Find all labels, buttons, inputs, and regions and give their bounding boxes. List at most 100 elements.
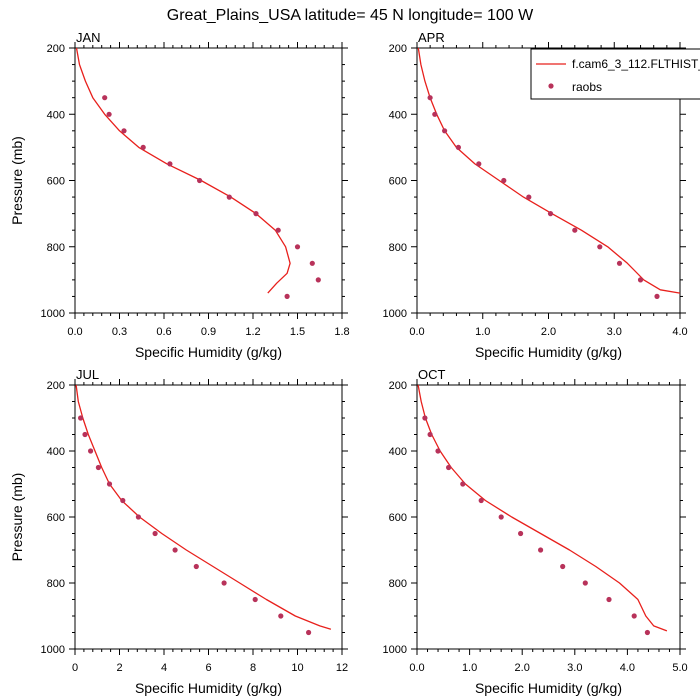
x-tick-label: 1.5 <box>290 326 305 338</box>
x-tick-label: 0.0 <box>67 326 82 338</box>
y-axis-label: Pressure (mb) <box>9 473 25 562</box>
panel-jul: JUL 0 2 4 6 8 10 12 200 400 600 800 1000 Specific Hum… <box>9 367 348 696</box>
y-tick-label: 800 <box>389 578 407 590</box>
x-tick-label: 6 <box>205 662 211 674</box>
x-axis-label: Specific Humidity (g/kg) <box>135 680 282 696</box>
raobs-point <box>631 613 637 619</box>
raobs-point <box>435 448 441 454</box>
legend: f.cam6_3_112.FLTHIST_v0a.ne30.dcs_host r… <box>530 48 700 100</box>
y-tick-label: 800 <box>47 242 65 254</box>
raobs-point <box>106 481 113 487</box>
panel-jan: JAN 0.0 0.3 0.6 0.9 1.2 1.5 1.8 200 400 600 800 1000… <box>9 30 350 360</box>
x-tick-label: 0.0 <box>409 326 424 338</box>
raobs-point <box>121 128 127 134</box>
x-axis-label: Specific Humidity (g/kg) <box>475 680 622 696</box>
raobs-point <box>560 563 566 570</box>
y-tick-label: 1000 <box>383 308 407 320</box>
raobs-point <box>275 227 281 233</box>
raobs-point <box>455 144 461 150</box>
raobs-point <box>442 128 448 134</box>
raobs-point <box>197 177 203 184</box>
raobs-point <box>572 227 578 233</box>
x-tick-label: 0.3 <box>112 326 127 338</box>
x-tick-label: 1.0 <box>475 326 490 338</box>
x-tick-label: 0 <box>72 662 78 674</box>
raobs-point <box>140 144 146 150</box>
x-tick-label: 0.0 <box>409 662 424 674</box>
raobs-point <box>498 514 504 520</box>
y-tick-label: 400 <box>389 446 407 458</box>
legend-box <box>530 48 700 100</box>
x-tick-label: 12 <box>336 662 348 674</box>
plot-frame <box>74 384 343 650</box>
x-tick-label: 8 <box>250 662 256 674</box>
panel-title: JAN <box>76 30 101 45</box>
panel-apr: APR 0.0 1.0 2.0 3.0 4.0 200 400 600 800 1000 Specif… <box>383 30 688 360</box>
x-tick-label: 2.0 <box>515 662 530 674</box>
raobs-point <box>478 497 484 504</box>
x-axis-label: Specific Humidity (g/kg) <box>475 344 622 360</box>
y-tick-label: 400 <box>389 109 407 121</box>
y-tick-label: 1000 <box>41 308 65 320</box>
raobs-point <box>476 161 482 167</box>
raobs-point <box>152 530 158 537</box>
x-tick-label: 1.0 <box>462 662 477 674</box>
legend-model-label: f.cam6_3_112.FLTHIST_v0a.ne30.dcs_host <box>572 57 700 71</box>
x-tick-label: 2.0 <box>541 326 556 338</box>
y-tick-label: 200 <box>47 380 65 392</box>
raobs-point <box>226 194 232 200</box>
raobs-point <box>606 596 612 603</box>
panel-title: OCT <box>418 367 446 382</box>
y-tick-label: 800 <box>389 242 407 254</box>
y-tick-label: 400 <box>47 446 65 458</box>
legend-obs-label: raobs <box>572 80 602 94</box>
x-tick-label: 1.2 <box>245 326 260 338</box>
raobs-point <box>284 293 290 299</box>
raobs-point <box>88 448 94 454</box>
plot-frame <box>74 47 343 314</box>
raobs-point <box>278 613 284 619</box>
panel-title: JUL <box>76 367 99 382</box>
raobs-point <box>135 514 141 520</box>
model-profile-line <box>75 47 291 294</box>
y-tick-label: 200 <box>389 43 407 55</box>
raobs-point <box>644 629 651 636</box>
x-axis-label: Specific Humidity (g/kg) <box>135 344 282 360</box>
x-tick-label: 0.9 <box>201 326 216 338</box>
x-tick-label: 2 <box>116 662 122 674</box>
raobs-point <box>102 95 108 101</box>
y-tick-label: 600 <box>389 512 407 524</box>
raobs-point <box>597 244 603 250</box>
figure-title: Great_Plains_USA latitude= 45 N longitud… <box>167 7 534 24</box>
raobs-point <box>518 530 524 537</box>
x-tick-label: 3.0 <box>567 662 582 674</box>
raobs-point <box>427 431 433 438</box>
raobs-point <box>526 194 532 200</box>
x-tick-label: 10 <box>291 662 303 674</box>
raobs-point <box>637 277 644 283</box>
raobs-point <box>547 211 554 217</box>
raobs-point <box>294 244 301 250</box>
y-tick-label: 800 <box>47 578 65 590</box>
raobs-point <box>172 547 178 553</box>
x-tick-label: 4.0 <box>620 662 635 674</box>
raobs-point <box>432 111 438 117</box>
raobs-point <box>221 580 227 586</box>
model-profile-line <box>75 384 332 630</box>
y-tick-label: 600 <box>47 176 65 188</box>
y-tick-label: 200 <box>47 43 65 55</box>
raobs-point <box>501 177 507 184</box>
x-tick-label: 5.0 <box>672 662 687 674</box>
raobs-point <box>309 260 315 266</box>
y-tick-label: 600 <box>389 176 407 188</box>
y-tick-label: 400 <box>47 109 65 121</box>
raobs-point <box>422 415 428 421</box>
raobs-point <box>95 464 101 471</box>
raobs-point <box>106 111 112 117</box>
legend-obs-marker <box>548 83 554 89</box>
x-tick-label: 0.6 <box>156 326 171 338</box>
y-tick-label: 200 <box>389 380 407 392</box>
x-tick-label: 1.8 <box>334 326 349 338</box>
